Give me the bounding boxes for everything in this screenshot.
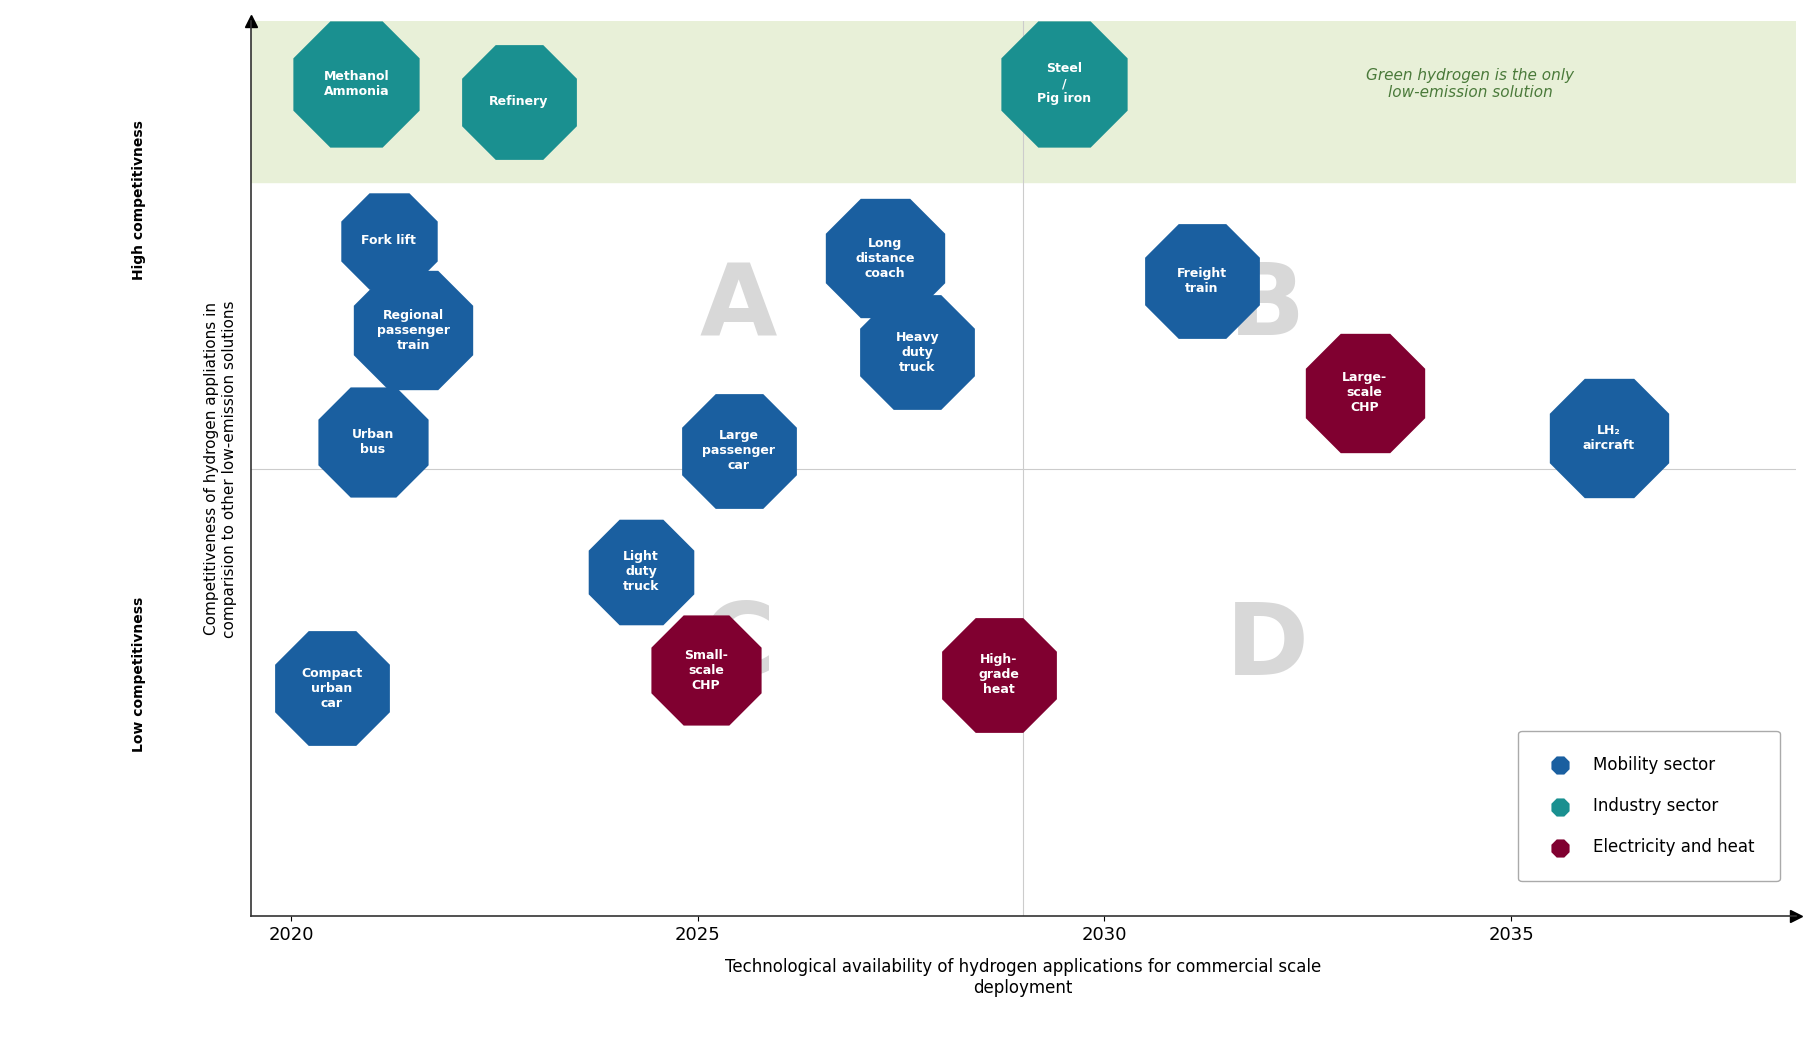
Text: Small-
scale
CHP: Small- scale CHP xyxy=(683,649,729,691)
Point xyxy=(374,232,403,249)
Text: Urban
bus: Urban bus xyxy=(351,428,394,456)
Text: D: D xyxy=(1226,600,1308,697)
Text: High-
grade
heat: High- grade heat xyxy=(978,653,1019,697)
Point xyxy=(342,76,371,93)
Text: Freight
train: Freight train xyxy=(1177,267,1226,295)
Text: Large-
scale
CHP: Large- scale CHP xyxy=(1343,371,1388,414)
Point xyxy=(985,666,1014,683)
Text: Green hydrogen is the only
low-emission solution: Green hydrogen is the only low-emission … xyxy=(1366,67,1575,100)
Point xyxy=(903,344,932,360)
Point xyxy=(1188,272,1217,289)
Legend: Mobility sector, Industry sector, Electricity and heat: Mobility sector, Industry sector, Electr… xyxy=(1519,730,1779,881)
Text: A: A xyxy=(700,259,778,356)
Text: Steel
/
Pig iron: Steel / Pig iron xyxy=(1038,62,1090,105)
Text: Long
distance
coach: Long distance coach xyxy=(856,237,914,280)
Point xyxy=(1594,429,1623,446)
Point xyxy=(692,662,721,679)
Point xyxy=(1048,76,1077,93)
Text: LH₂
aircraft: LH₂ aircraft xyxy=(1583,424,1635,451)
Text: Methanol
Ammonia: Methanol Ammonia xyxy=(323,70,389,98)
Text: Light
duty
truck: Light duty truck xyxy=(623,550,660,593)
Point xyxy=(318,680,347,697)
Point xyxy=(358,433,387,450)
Point xyxy=(723,443,752,460)
Bar xyxy=(251,0,1795,182)
Text: Refinery: Refinery xyxy=(489,95,549,109)
Text: C: C xyxy=(701,600,776,697)
Y-axis label: Competitiveness of hydrogen appliations in
comparision to other low-emission sol: Competitiveness of hydrogen appliations … xyxy=(204,300,236,638)
Point xyxy=(870,250,899,267)
Text: B: B xyxy=(1228,259,1305,356)
Text: Compact
urban
car: Compact urban car xyxy=(302,667,363,709)
X-axis label: Technological availability of hydrogen applications for commercial scale
deploym: Technological availability of hydrogen a… xyxy=(725,958,1321,997)
Text: High competitivness: High competitivness xyxy=(133,120,147,280)
Point xyxy=(398,321,427,338)
Text: Low competitivness: Low competitivness xyxy=(133,598,147,753)
Text: Heavy
duty
truck: Heavy duty truck xyxy=(896,331,939,374)
Point xyxy=(505,94,534,111)
Point xyxy=(627,563,656,580)
Text: Large
passenger
car: Large passenger car xyxy=(701,429,776,472)
Text: Regional
passenger
train: Regional passenger train xyxy=(376,309,451,352)
Point xyxy=(1350,385,1379,402)
Text: Fork lift: Fork lift xyxy=(362,234,416,247)
